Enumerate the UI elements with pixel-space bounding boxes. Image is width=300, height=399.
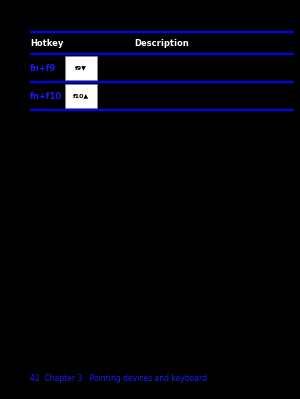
Text: 42  Chapter 3   Pointing devices and keyboard: 42 Chapter 3 Pointing devices and keyboa… bbox=[30, 374, 207, 383]
Text: f9▼: f9▼ bbox=[75, 66, 87, 71]
Text: Description: Description bbox=[135, 39, 189, 47]
Text: f10▲: f10▲ bbox=[73, 94, 89, 99]
Text: fn+f10: fn+f10 bbox=[30, 92, 62, 101]
FancyBboxPatch shape bbox=[65, 56, 97, 80]
Text: Hotkey: Hotkey bbox=[30, 39, 63, 47]
Text: fn+f9: fn+f9 bbox=[30, 64, 56, 73]
FancyBboxPatch shape bbox=[65, 85, 97, 108]
